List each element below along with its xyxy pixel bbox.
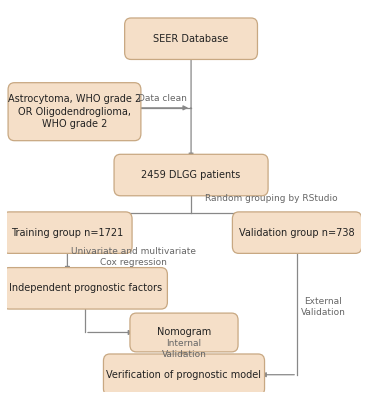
Text: Random grouping by RStudio: Random grouping by RStudio	[205, 194, 338, 202]
Text: Nomogram: Nomogram	[157, 328, 211, 338]
Text: Validation group n=738: Validation group n=738	[239, 228, 355, 238]
Text: SEER Database: SEER Database	[153, 34, 229, 44]
FancyBboxPatch shape	[3, 212, 132, 253]
FancyBboxPatch shape	[125, 18, 258, 60]
Text: 2459 DLGG patients: 2459 DLGG patients	[141, 170, 241, 180]
FancyBboxPatch shape	[3, 268, 167, 309]
FancyBboxPatch shape	[114, 154, 268, 196]
FancyBboxPatch shape	[8, 83, 141, 141]
FancyBboxPatch shape	[130, 313, 238, 352]
Text: Training group n=1721: Training group n=1721	[11, 228, 124, 238]
Text: Internal
Validation: Internal Validation	[162, 339, 206, 359]
FancyBboxPatch shape	[103, 354, 265, 396]
Text: Independent prognostic factors: Independent prognostic factors	[8, 283, 162, 293]
Text: Verification of prognostic model: Verification of prognostic model	[106, 370, 262, 380]
FancyBboxPatch shape	[233, 212, 362, 253]
Text: External
Validation: External Validation	[301, 297, 346, 317]
Text: Univariate and multivariate
Cox regression: Univariate and multivariate Cox regressi…	[71, 246, 196, 267]
Text: Data clean: Data clean	[138, 94, 187, 103]
Text: Astrocytoma, WHO grade 2
OR Oligodendroglioma,
WHO grade 2: Astrocytoma, WHO grade 2 OR Oligodendrog…	[8, 94, 141, 129]
